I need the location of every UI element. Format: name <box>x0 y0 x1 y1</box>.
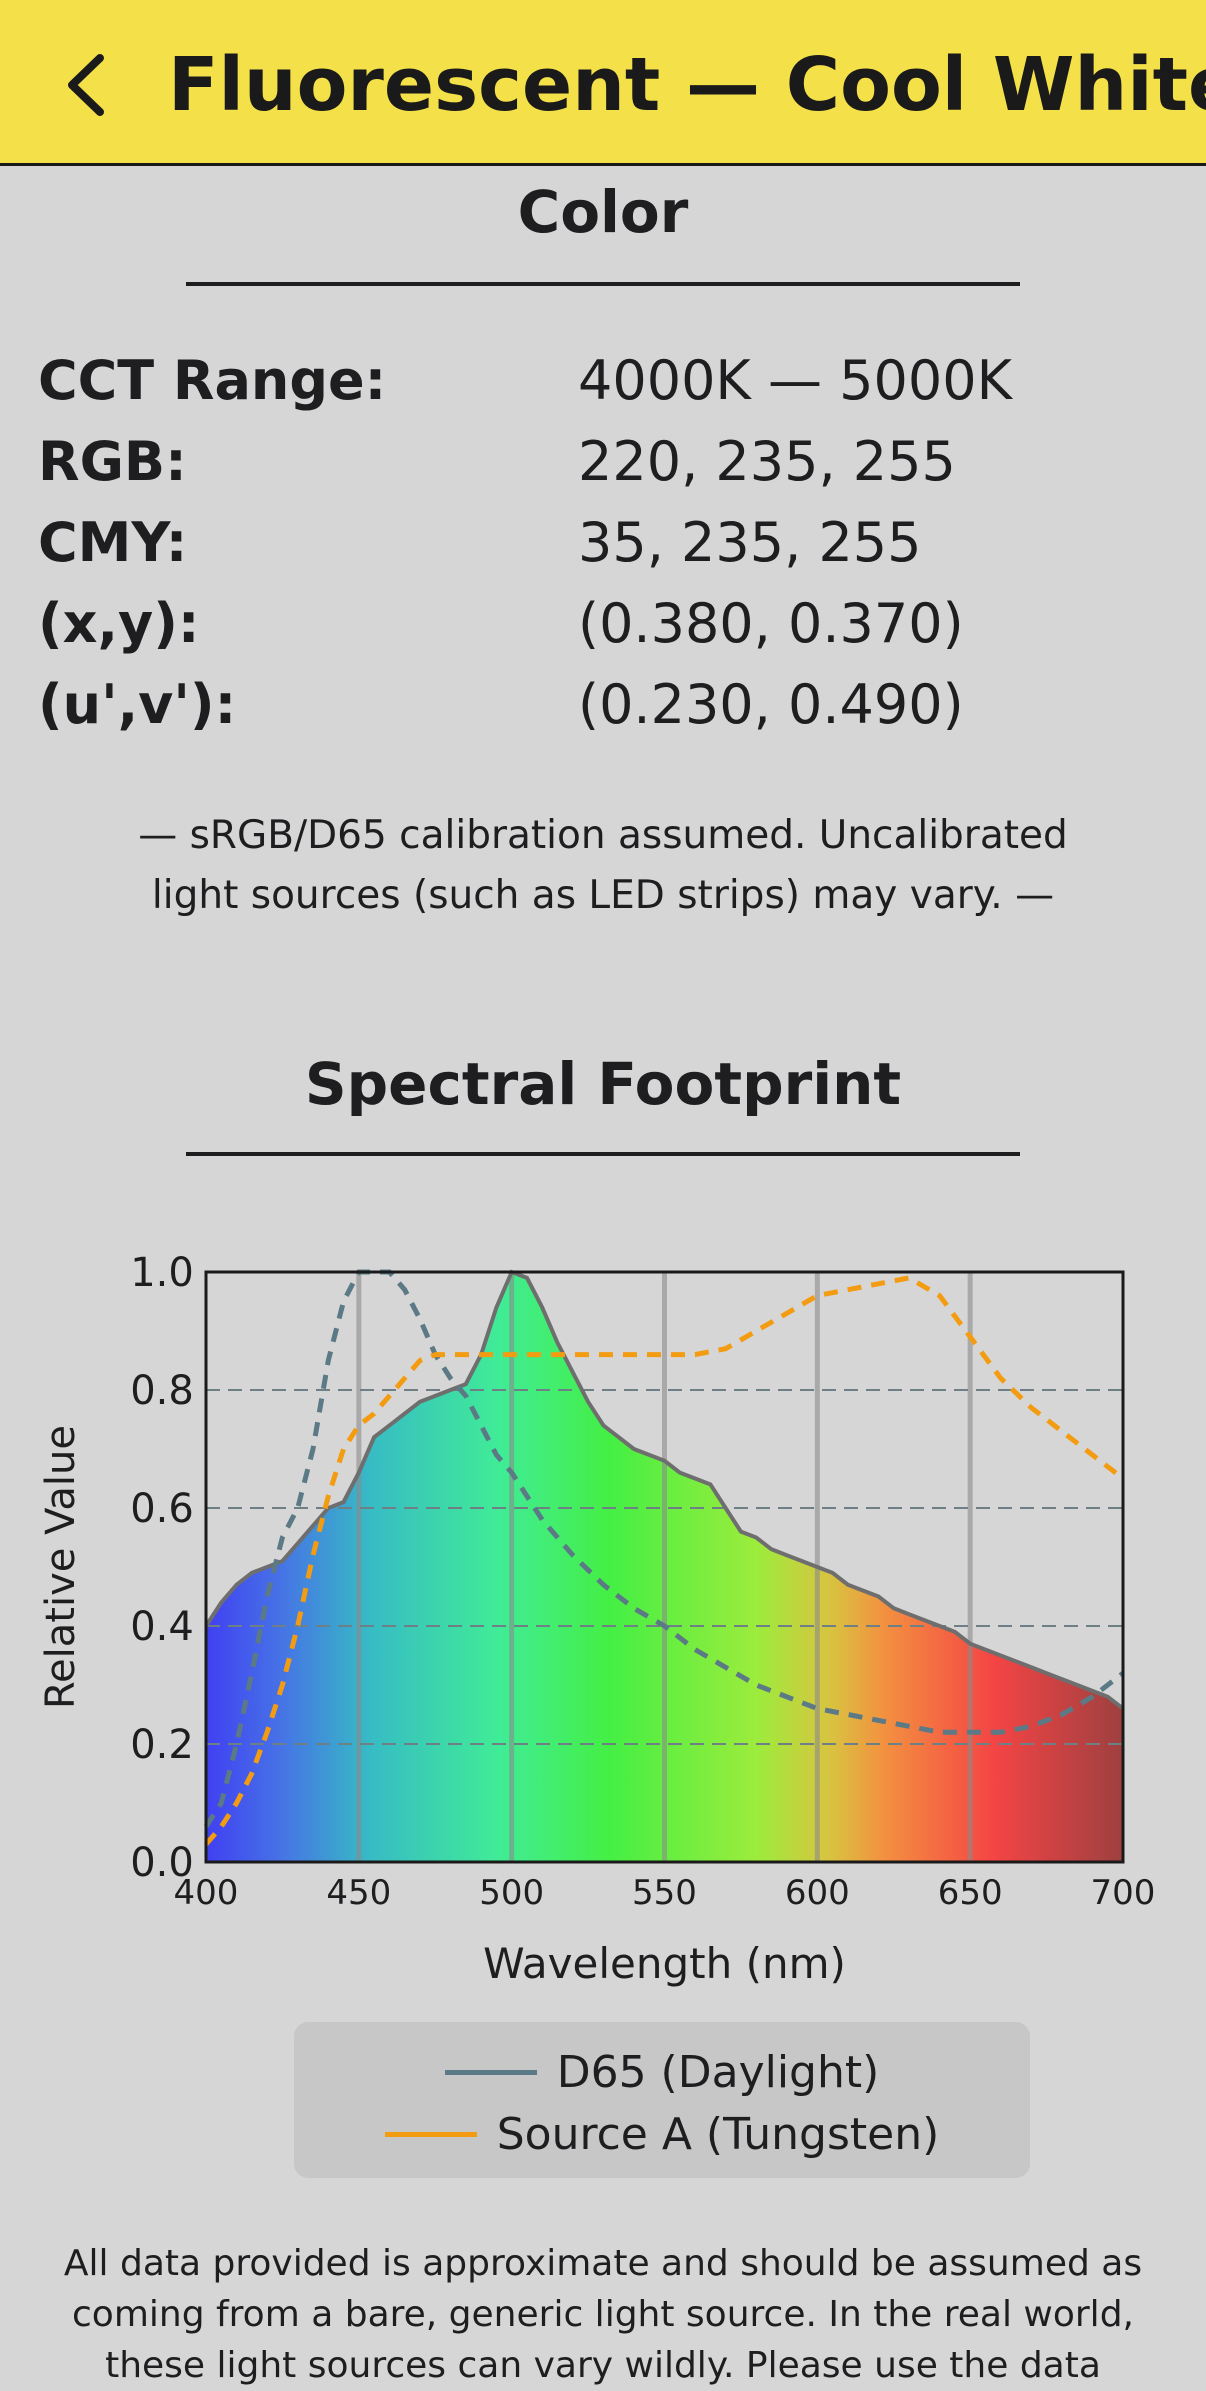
x-tick-label: 450 <box>326 1873 391 1913</box>
calibration-note-line: — sRGB/D65 calibration assumed. Uncalibr… <box>138 813 1068 858</box>
legend-swatch <box>384 2131 477 2137</box>
x-tick-label: 400 <box>174 1873 239 1913</box>
series-line-d65 <box>203 1269 1125 1828</box>
legend-swatch <box>444 2069 537 2075</box>
property-label: CCT Range: <box>38 349 387 412</box>
calibration-note: — sRGB/D65 calibration assumed. Uncalibr… <box>60 806 1146 926</box>
x-tick-label: 600 <box>785 1873 850 1913</box>
y-tick-label: 0.8 <box>130 1368 194 1414</box>
legend-item-source-a: Source A (Tungsten) <box>294 2104 1030 2164</box>
disclaimer-line: coming from a bare, generic light source… <box>72 2294 1134 2335</box>
property-cmy: CMY: 35, 235, 255 <box>38 502 1168 583</box>
x-axis-label: Wavelength (nm) <box>483 1939 846 1988</box>
property-label: (u',v'): <box>38 673 237 736</box>
y-tick-label: 1.0 <box>130 1250 194 1296</box>
y-axis-label: Relative Value <box>38 1425 84 1709</box>
disclaimer-line: All data provided is approximate and sho… <box>63 2243 1143 2284</box>
property-label: CMY: <box>38 511 188 574</box>
spectral-section-title: Spectral Footprint <box>304 1050 902 1118</box>
y-tick-label: 0.6 <box>130 1486 194 1532</box>
spectrum-outline <box>204 1269 1125 1711</box>
property-cct: CCT Range: 4000K — 5000K <box>38 340 1168 421</box>
legend-item-d65: D65 (Daylight) <box>294 2042 1030 2102</box>
x-tick-label: 700 <box>1091 1873 1156 1913</box>
disclaimer-line: these light sources can vary wildly. Ple… <box>105 2345 1101 2386</box>
color-section-title: Color <box>517 178 689 246</box>
property-rgb: RGB: 220, 235, 255 <box>38 421 1168 502</box>
property-value: 35, 235, 255 <box>578 511 922 574</box>
property-value: (0.380, 0.370) <box>578 592 964 655</box>
property-label: RGB: <box>38 430 187 493</box>
plot-frame <box>204 1270 1125 1864</box>
x-tick-label: 650 <box>938 1873 1003 1913</box>
property-value: (0.230, 0.490) <box>578 673 964 736</box>
y-tick-label: 0.0 <box>130 1840 194 1886</box>
color-properties: CCT Range: 4000K — 5000K RGB: 220, 235, … <box>38 340 1168 745</box>
color-section-divider <box>186 282 1020 286</box>
calibration-note-line: light sources (such as LED strips) may v… <box>151 873 1055 918</box>
disclaimer-text: All data provided is approximate and sho… <box>50 2238 1156 2391</box>
property-xy: (x,y): (0.380, 0.370) <box>38 583 1168 664</box>
chart-legend: D65 (Daylight) Source A (Tungsten) <box>294 2022 1030 2178</box>
legend-label: Source A (Tungsten) <box>496 2108 940 2160</box>
property-label: (x,y): <box>38 592 200 655</box>
page-title: Fluorescent — Cool White <box>168 42 1206 128</box>
app-header: Fluorescent — Cool White <box>0 0 1206 166</box>
spectral-chart: 400 450 500 550 600 650 700 0.0 0.2 0.4 0.6 0.8 1.0 W… <box>38 1250 1156 1988</box>
spectral-section-divider <box>186 1152 1020 1156</box>
y-tick-label: 0.2 <box>130 1722 194 1768</box>
series-line-source-a <box>204 1275 1125 1846</box>
chevron-left-icon <box>68 54 104 116</box>
back-button[interactable] <box>40 40 130 130</box>
legend-label: D65 (Daylight) <box>556 2046 880 2098</box>
x-tick-label: 550 <box>632 1873 697 1913</box>
property-value: 4000K — 5000K <box>578 349 1013 412</box>
x-tick-label: 500 <box>479 1873 544 1913</box>
y-tick-label: 0.4 <box>130 1604 194 1650</box>
property-uv: (u',v'): (0.230, 0.490) <box>38 664 1168 745</box>
property-value: 220, 235, 255 <box>578 430 956 493</box>
